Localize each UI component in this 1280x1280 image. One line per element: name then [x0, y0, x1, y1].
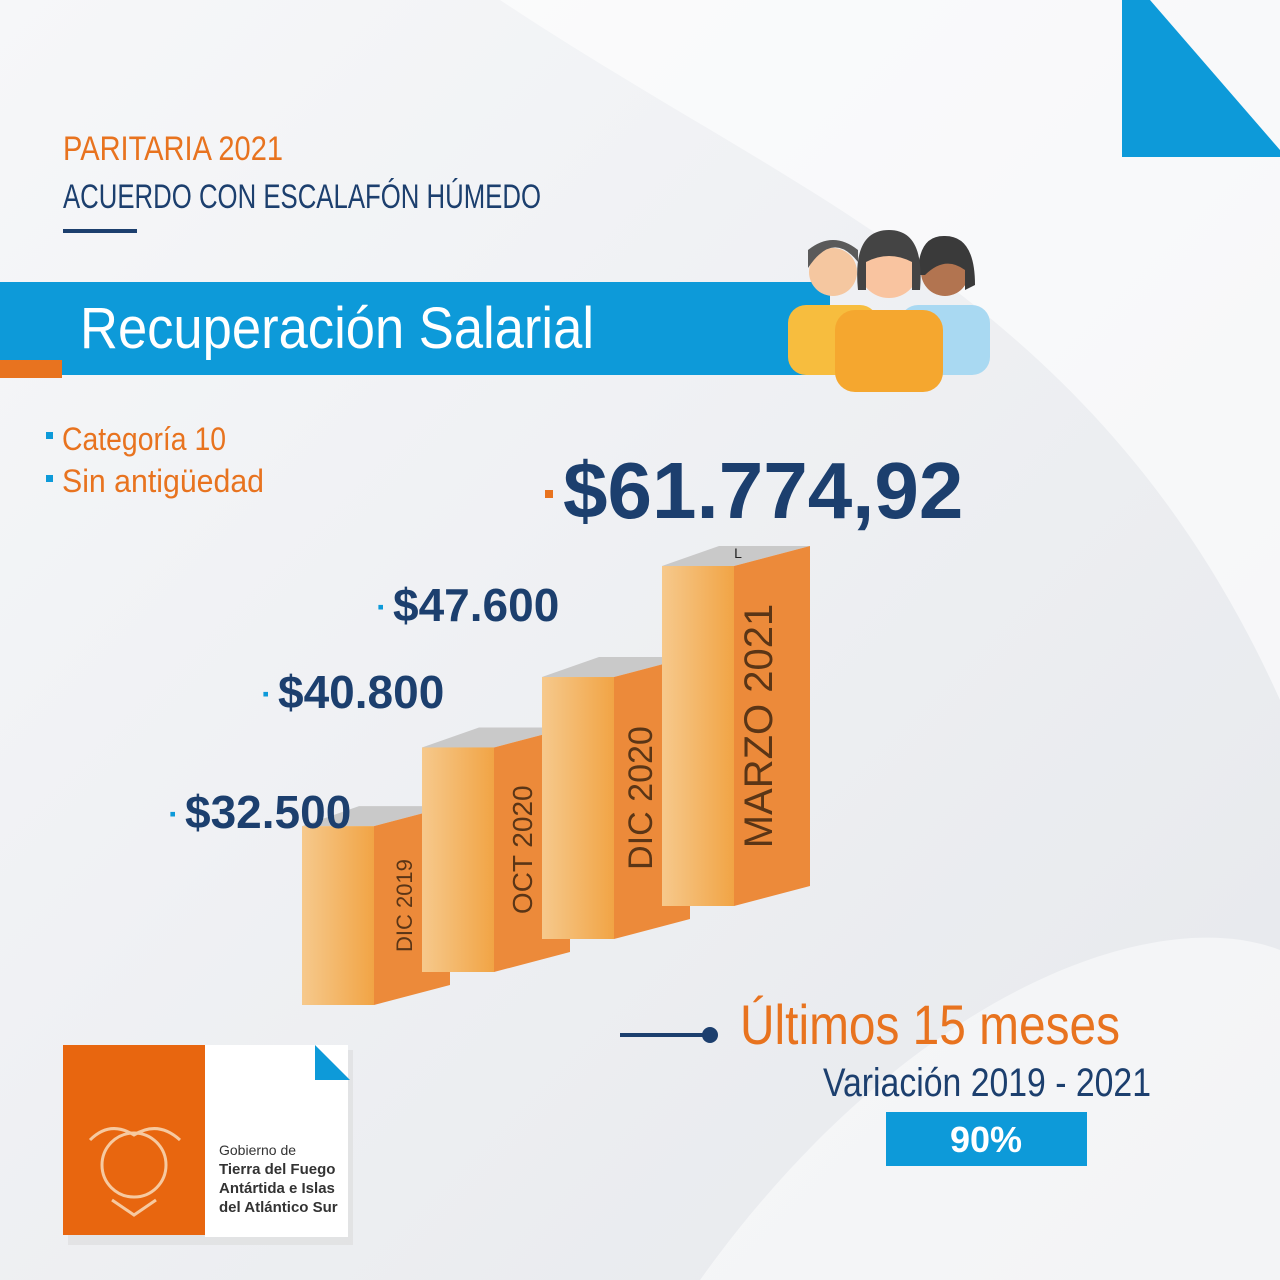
- bg-curve: [500, 0, 1280, 700]
- header-subtitle: PARITARIA 2021: [63, 130, 283, 168]
- bar-chart: DIC 2019 $32.500 OCT 2020 $40.800 DIC 2020 $4…: [170, 446, 963, 1005]
- value-label: $40.800: [278, 666, 444, 718]
- bar-front: [422, 747, 494, 972]
- category-label: MARZO 2021: [737, 604, 781, 849]
- logo-text: del Atlántico Sur: [219, 1199, 338, 1216]
- header-title: ACUERDO CON ESCALAFÓN HÚMEDO: [63, 178, 541, 216]
- banner: [0, 282, 830, 375]
- banner-title: Recuperación Salarial: [80, 296, 594, 361]
- annotation: L: [734, 545, 742, 561]
- logo-text: Gobierno de: [219, 1142, 296, 1158]
- bar-side: [734, 546, 810, 906]
- logo-orange: [63, 1045, 205, 1235]
- category-label: DIC 2020: [622, 726, 660, 870]
- category-label: DIC 2019: [392, 859, 417, 952]
- bullet-mark: [46, 475, 53, 482]
- bar-top: [542, 657, 690, 678]
- summary-value: 90%: [950, 1119, 1022, 1160]
- logo-corner: [315, 1045, 350, 1080]
- bullet: Sin antigüedad: [62, 463, 264, 499]
- bullet: Categoría 10: [62, 421, 226, 457]
- summary-box: [886, 1112, 1087, 1166]
- summary-subtitle: Variación 2019 - 2021: [823, 1061, 1151, 1105]
- logo-text: Tierra del Fuego: [219, 1161, 335, 1178]
- value-bullet: [378, 604, 383, 610]
- banner-accent: [0, 360, 62, 378]
- bar-front: [542, 677, 614, 939]
- category-label: OCT 2020: [507, 785, 538, 914]
- bar-top: [662, 546, 810, 566]
- bullet-mark: [46, 432, 53, 439]
- summary-title: Últimos 15 meses: [740, 993, 1120, 1056]
- summary-dot: [702, 1027, 718, 1043]
- value-label: $47.600: [393, 579, 559, 631]
- value-label: $61.774,92: [563, 446, 963, 535]
- value-bullet: [545, 490, 553, 498]
- logo-emblem: [88, 1127, 182, 1217]
- value-label: $32.500: [185, 786, 351, 838]
- value-bullet: [170, 811, 175, 817]
- value-bullet: [263, 691, 268, 697]
- people-icon: [788, 230, 990, 392]
- bar-top: [422, 727, 570, 748]
- bar-top: [302, 806, 450, 827]
- bg-curve: [700, 937, 1280, 1280]
- logo-text: Antártida e Islas: [219, 1180, 335, 1197]
- bar-front: [302, 826, 374, 1005]
- corner-shape: [1122, 0, 1280, 157]
- bar-front: [662, 566, 734, 906]
- header-underline: [63, 229, 137, 233]
